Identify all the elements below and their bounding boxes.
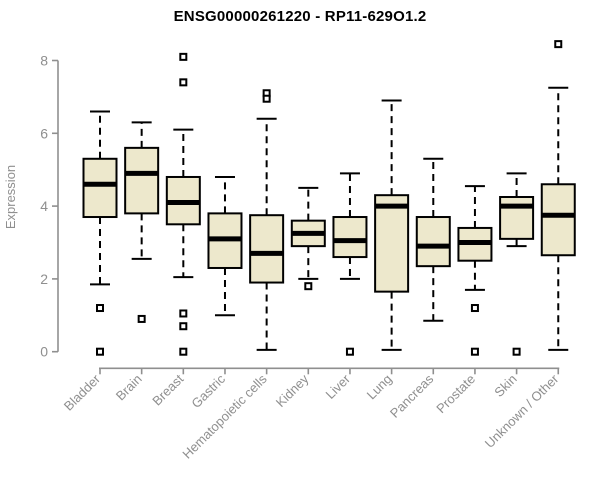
x-tick-label-skin: Skin xyxy=(491,371,519,399)
boxplot-skin xyxy=(499,172,535,356)
x-tick-label-prostate: Prostate xyxy=(433,371,478,416)
outlier-point xyxy=(554,40,563,49)
y-tick-label-8: 8 xyxy=(40,53,48,69)
outlier-point xyxy=(179,309,188,318)
x-tick-label-brain: Brain xyxy=(113,371,145,403)
outlier-point xyxy=(512,347,521,356)
iqr-box xyxy=(374,194,410,293)
x-tick-label-bladder: Bladder xyxy=(61,371,104,414)
chart-title: ENSG00000261220 - RP11-629O1.2 xyxy=(173,8,427,25)
outlier-point xyxy=(137,314,146,323)
boxplot-bladder xyxy=(82,110,118,356)
iqr-box xyxy=(124,146,160,215)
y-tick-label-4: 4 xyxy=(40,198,48,214)
y-tick-label-6: 6 xyxy=(40,125,48,141)
iqr-box xyxy=(499,196,535,240)
outlier-point xyxy=(470,347,479,356)
y-axis: 0 2 4 6 8 xyxy=(40,53,59,360)
boxplot-liver xyxy=(332,172,368,356)
outlier-point xyxy=(470,304,479,313)
outlier-point xyxy=(304,282,313,291)
boxplot-kidney xyxy=(290,186,326,291)
x-tick-label-gastric: Gastric xyxy=(188,371,228,411)
iqr-box xyxy=(249,214,285,284)
y-axis-title: Expression xyxy=(3,165,18,229)
outlier-point xyxy=(96,347,104,356)
boxplot-prostate xyxy=(457,185,493,356)
boxplot-unknown-other xyxy=(540,40,576,351)
boxplot-gastric xyxy=(207,175,243,317)
x-tick-label-lung: Lung xyxy=(364,371,395,402)
x-tick-label-breast: Breast xyxy=(149,371,186,408)
x-tick-label-unknown-other: Unknown / Other xyxy=(482,371,562,451)
outlier-point xyxy=(179,52,188,61)
iqr-box xyxy=(82,157,118,219)
boxplot-hematopoietic-cells xyxy=(249,89,285,351)
boxplot-pancreas xyxy=(415,157,451,322)
outlier-point xyxy=(96,304,104,313)
x-tick-label-liver: Liver xyxy=(323,371,354,402)
boxplot-brain xyxy=(124,121,160,323)
iqr-box xyxy=(415,216,451,268)
outlier-point xyxy=(262,94,271,103)
x-tick-label-kidney: Kidney xyxy=(273,371,312,410)
outlier-point xyxy=(345,347,354,356)
iqr-box xyxy=(540,183,576,257)
y-tick-label-2: 2 xyxy=(40,271,48,287)
boxplot-lung xyxy=(374,99,410,351)
outlier-point xyxy=(179,322,188,331)
boxplot-breast xyxy=(165,52,201,356)
iqr-box xyxy=(332,216,368,259)
outlier-point xyxy=(179,78,188,87)
y-tick-label-0: 0 xyxy=(40,344,48,360)
outlier-point xyxy=(179,347,188,356)
x-tick-label-pancreas: Pancreas xyxy=(387,371,437,421)
